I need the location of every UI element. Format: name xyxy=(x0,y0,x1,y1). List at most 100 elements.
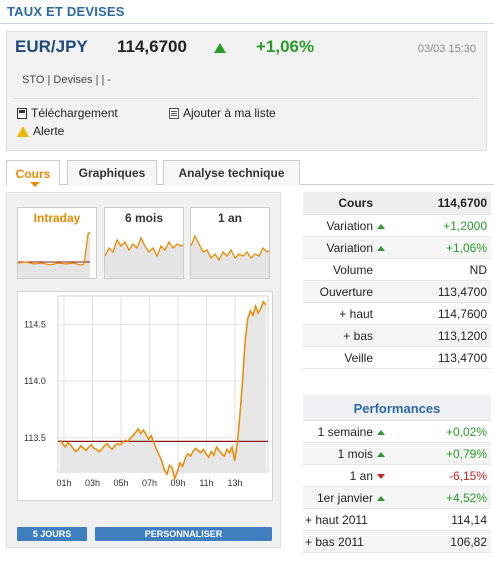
stats-row: Variation +1,06% xyxy=(303,237,491,259)
tab-analyse-technique[interactable]: Analyse technique xyxy=(163,160,300,185)
add-to-list-label: Ajouter à ma liste xyxy=(183,106,276,120)
stats-table: Cours 114,6700 Variation +1,2000 Variation… xyxy=(303,192,491,369)
performance-row: 1 an -6,15% xyxy=(303,465,491,487)
warning-icon xyxy=(17,125,29,137)
x-tick-label: 03h xyxy=(85,478,100,488)
alert-link[interactable]: Alerte xyxy=(17,124,64,138)
stats-value: ND xyxy=(469,263,487,277)
customize-button[interactable]: PERSONNALISER xyxy=(95,527,272,541)
six-months-sparkline xyxy=(105,236,183,278)
y-tick-label: 114.5 xyxy=(24,319,46,329)
floppy-disk-icon xyxy=(17,107,27,119)
quote-divider xyxy=(13,98,479,99)
quote-datetime: 03/03 15:30 xyxy=(417,43,476,55)
mini-chart-intraday[interactable]: Intraday xyxy=(17,207,97,279)
performance-row: + haut 2011 114,14 xyxy=(303,509,491,531)
performance-value: 106,82 xyxy=(450,535,487,549)
performance-value: +4,52% xyxy=(445,491,487,505)
market-meta: STO | Devises | | - xyxy=(22,74,112,86)
x-tick-label: 01h xyxy=(56,478,71,488)
stats-label: Volume xyxy=(332,263,373,277)
stats-value: 113,4700 xyxy=(437,351,487,365)
x-tick-label: 07h xyxy=(142,478,157,488)
arrow-up-icon xyxy=(377,430,385,435)
stats-value: 113,4700 xyxy=(437,285,487,299)
list-icon xyxy=(169,107,179,119)
tab-graphiques[interactable]: Graphiques xyxy=(67,160,157,185)
x-tick-label: 13h xyxy=(227,478,242,488)
title-rule xyxy=(0,23,494,24)
stats-row: Ouverture 113,4700 xyxy=(303,281,491,303)
last-price: 114,6700 xyxy=(117,37,187,56)
performance-label: + haut 2011 xyxy=(305,513,368,527)
performance-row: 1er janvier +4,52% xyxy=(303,487,491,509)
mini-chart-1-an[interactable]: 1 an xyxy=(190,207,270,279)
stats-row: Variation +1,2000 xyxy=(303,215,491,237)
x-tick-label: 09h xyxy=(170,478,185,488)
performance-value: +0,79% xyxy=(445,447,487,461)
stats-label: Ouverture xyxy=(319,285,373,299)
performance-label: 1 mois xyxy=(337,447,373,461)
section-title: TAUX ET DEVISES xyxy=(7,4,125,19)
download-link[interactable]: Téléchargement xyxy=(17,106,118,120)
five-days-button[interactable]: 5 JOURS xyxy=(17,527,87,541)
stats-value: 113,1200 xyxy=(437,329,487,343)
stats-label: + bas xyxy=(343,329,373,343)
stats-head-label: Cours xyxy=(338,196,373,210)
stats-row: Volume ND xyxy=(303,259,491,281)
performance-title: Performances xyxy=(303,395,491,421)
tab-graphiques-label: Graphiques xyxy=(78,166,146,180)
stats-head-value: 114,6700 xyxy=(437,196,487,210)
arrow-up-icon xyxy=(214,43,226,53)
chart-panel: Intraday 6 mois 1 an 01h 03h 05h 07h 09h 11h 1… xyxy=(6,192,281,548)
stats-label: Variation xyxy=(326,241,373,255)
performance-row: 1 semaine +0,02% xyxy=(303,421,491,443)
intraday-main-chart: 01h 03h 05h 07h 09h 11h 13h 114.5 114.0 113.5 xyxy=(17,291,273,501)
caret-down-icon xyxy=(30,182,40,187)
arrow-up-icon xyxy=(377,452,385,457)
tab-bar: Cours Graphiques Analyse technique xyxy=(6,160,494,187)
stats-row: Veille 113,4700 xyxy=(303,347,491,369)
performance-value: -6,15% xyxy=(448,469,487,483)
add-to-list-link[interactable]: Ajouter à ma liste xyxy=(169,106,276,120)
performance-label: 1er janvier xyxy=(316,491,373,505)
performance-label: 1 an xyxy=(349,469,373,483)
arrow-down-icon xyxy=(377,474,385,479)
performance-label: 1 semaine xyxy=(317,425,373,439)
tab-analyse-technique-label: Analyse technique xyxy=(178,166,285,180)
intraday-sparkline xyxy=(18,231,91,278)
performance-value: 114,14 xyxy=(451,513,487,527)
x-tick-label: 11h xyxy=(199,478,213,488)
x-tick-label: 05h xyxy=(113,478,128,488)
arrow-up-icon xyxy=(377,246,385,251)
arrow-up-icon xyxy=(377,496,385,501)
price-line xyxy=(59,300,267,482)
download-label: Téléchargement xyxy=(31,106,118,120)
stats-value: +1,06% xyxy=(445,241,487,255)
mini-chart-label: 6 mois xyxy=(124,211,163,225)
one-year-sparkline xyxy=(191,234,269,278)
performance-table: Performances 1 semaine +0,02% 1 mois +0,79%… xyxy=(303,395,491,553)
stats-row: + bas 113,1200 xyxy=(303,325,491,347)
stats-value: +1,2000 xyxy=(443,219,487,233)
stats-label: Variation xyxy=(326,219,373,233)
tab-cours[interactable]: Cours xyxy=(6,160,60,187)
performance-row: 1 mois +0,79% xyxy=(303,443,491,465)
performance-value: +0,02% xyxy=(445,425,487,439)
mini-chart-label: Intraday xyxy=(33,211,81,225)
arrow-up-icon xyxy=(377,224,385,229)
quote-box: EUR/JPY 114,6700 +1,06% 03/03 15:30 STO … xyxy=(6,31,487,151)
performance-row: + bas 2011 106,82 xyxy=(303,531,491,553)
performance-label: + bas 2011 xyxy=(305,535,364,549)
mini-chart-6-mois[interactable]: 6 mois xyxy=(104,207,184,279)
currency-pair[interactable]: EUR/JPY xyxy=(15,37,88,56)
mini-chart-label: 1 an xyxy=(217,211,242,225)
stats-label: + haut xyxy=(339,307,373,321)
y-tick-label: 114.0 xyxy=(24,376,46,386)
stats-label: Veille xyxy=(344,351,373,365)
stats-row: + haut 114,7600 xyxy=(303,303,491,325)
stats-value: 114,7600 xyxy=(437,307,487,321)
alert-label: Alerte xyxy=(33,124,65,138)
price-area xyxy=(60,301,266,479)
stats-head-row: Cours 114,6700 xyxy=(303,192,491,215)
